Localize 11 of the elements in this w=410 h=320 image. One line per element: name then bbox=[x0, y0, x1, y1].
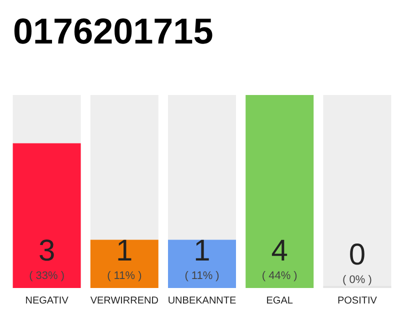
x-tick-label: NEGATIV bbox=[25, 296, 69, 306]
data-label: 3 ( 33% ) bbox=[29, 234, 65, 282]
x-tick-label: VERWIRREND bbox=[90, 296, 158, 306]
data-label: 1 ( 11% ) bbox=[184, 234, 220, 282]
data-label: 0 ( 0% ) bbox=[342, 238, 372, 286]
data-label: 4 ( 44% ) bbox=[262, 234, 298, 282]
chart-title: 0176201715 bbox=[13, 10, 214, 52]
data-label: 1 ( 11% ) bbox=[107, 234, 142, 282]
x-tick-label: EGAL bbox=[266, 296, 294, 306]
x-tick-label: POSITIV bbox=[337, 296, 378, 306]
x-tick-label: UNBEKANNTE bbox=[168, 296, 236, 306]
